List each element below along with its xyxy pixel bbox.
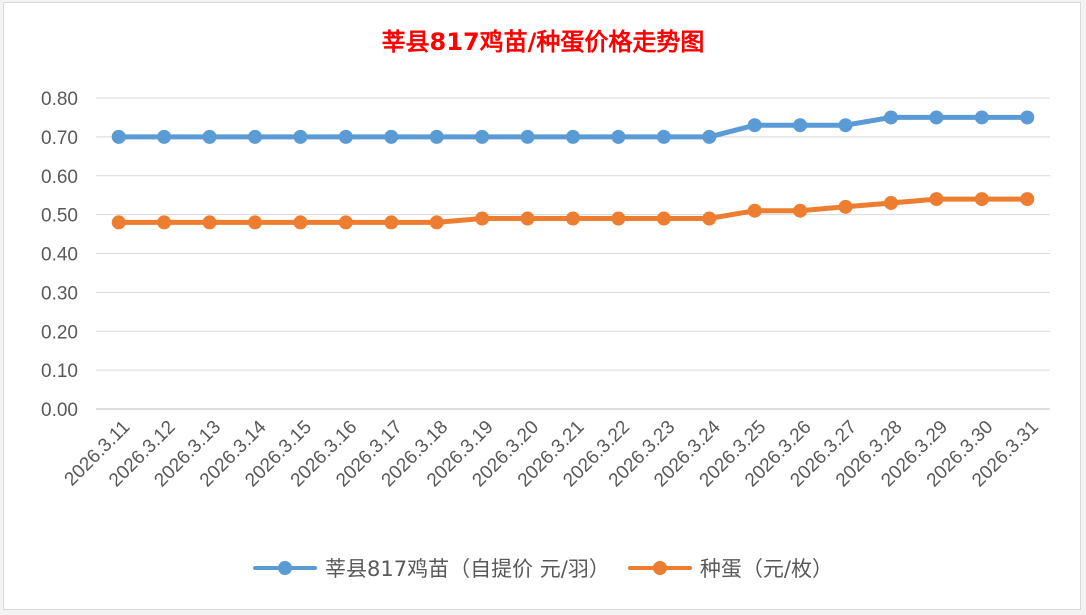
data-point-series-1: [429, 215, 444, 230]
data-point-series-1: [384, 215, 399, 230]
chart-title: 莘县817鸡苗/种蛋价格走势图: [381, 28, 705, 56]
data-point-series-1: [747, 203, 762, 218]
y-tick-label: 0.10: [41, 361, 78, 382]
y-tick-label: 0.60: [41, 167, 78, 188]
legend-marker-egg: [652, 561, 667, 575]
data-point-series-1: [656, 211, 671, 226]
data-point-series-0: [747, 118, 762, 133]
data-point-series-1: [157, 215, 172, 230]
data-point-series-0: [384, 129, 399, 144]
data-point-series-1: [1020, 192, 1035, 207]
legend: 莘县817鸡苗（自提价 元/羽） 种蛋（元/枚）: [0, 553, 1086, 583]
data-point-series-1: [793, 203, 808, 218]
data-point-series-0: [429, 129, 444, 144]
y-tick-label: 0.00: [41, 400, 78, 421]
data-point-series-0: [475, 129, 490, 144]
data-point-series-1: [838, 199, 853, 214]
data-point-series-1: [974, 192, 989, 207]
data-point-series-0: [248, 129, 262, 144]
data-point-series-0: [656, 129, 671, 144]
data-point-series-1: [475, 211, 490, 226]
data-point-series-1: [111, 215, 126, 230]
data-point-series-0: [884, 110, 898, 125]
y-tick-label: 0.30: [41, 283, 78, 304]
data-point-series-0: [974, 110, 989, 125]
legend-label-egg: 种蛋（元/枚）: [699, 557, 833, 581]
data-point-series-1: [202, 215, 217, 230]
legend-swatch-egg: [627, 561, 692, 575]
chart-area: [3, 2, 1081, 610]
data-point-series-0: [611, 129, 626, 144]
data-point-series-0: [202, 129, 217, 144]
data-point-series-1: [338, 215, 353, 230]
legend-swatch-chick: [253, 561, 318, 575]
data-point-series-0: [157, 129, 172, 144]
legend-label-chick: 莘县817鸡苗（自提价 元/羽）: [325, 557, 610, 581]
y-tick-label: 0.80: [41, 89, 78, 110]
legend-item-egg: 种蛋（元/枚）: [627, 553, 833, 583]
data-point-series-0: [111, 129, 126, 144]
data-point-series-0: [566, 129, 580, 144]
y-tick-label: 0.70: [41, 128, 78, 149]
data-point-series-1: [520, 211, 535, 226]
data-point-series-1: [293, 215, 308, 230]
data-point-series-1: [248, 215, 262, 230]
data-point-series-0: [338, 129, 353, 144]
data-point-series-1: [611, 211, 626, 226]
y-tick-label: 0.20: [41, 322, 78, 343]
data-point-series-0: [293, 129, 308, 144]
data-point-series-0: [929, 110, 944, 125]
data-point-series-1: [929, 192, 944, 207]
data-point-series-0: [838, 118, 853, 133]
data-point-series-0: [793, 118, 808, 133]
data-point-series-1: [566, 211, 580, 226]
data-point-series-1: [702, 211, 717, 226]
data-point-series-1: [884, 195, 898, 210]
data-point-series-0: [702, 129, 717, 144]
y-tick-label: 0.50: [41, 206, 78, 227]
data-point-series-0: [520, 129, 535, 144]
legend-marker-chick: [278, 561, 293, 575]
y-tick-label: 0.40: [41, 245, 78, 266]
legend-item-chick: 莘县817鸡苗（自提价 元/羽）: [253, 553, 610, 583]
data-point-series-0: [1020, 110, 1035, 125]
